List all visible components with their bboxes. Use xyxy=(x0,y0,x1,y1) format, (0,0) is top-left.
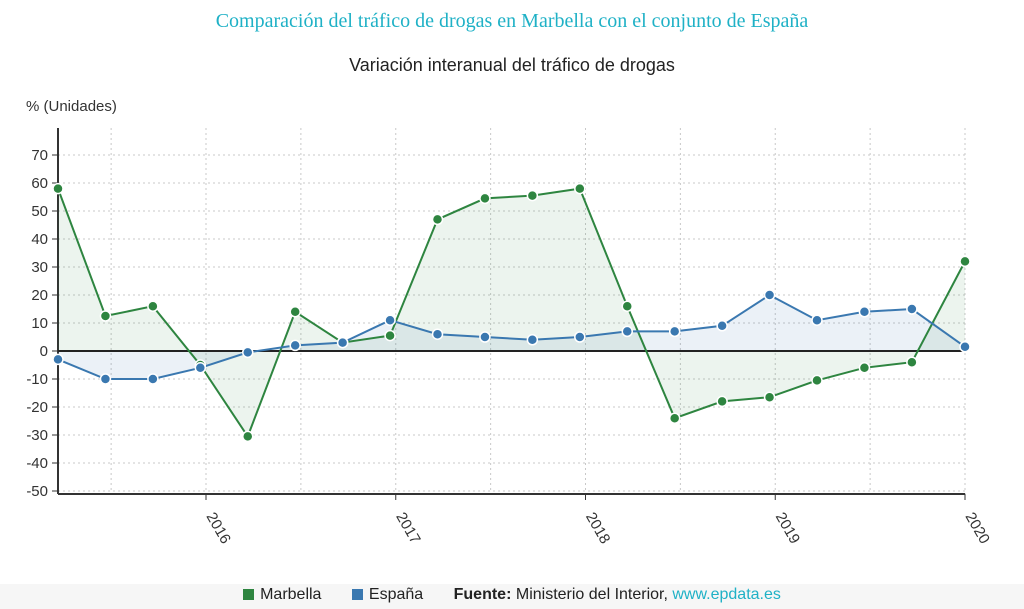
point-espana xyxy=(289,339,301,352)
line-espana xyxy=(57,293,966,380)
y-tick-label: -50 xyxy=(26,483,48,500)
point-espana xyxy=(811,314,823,326)
point-espana xyxy=(194,362,207,374)
y-tick-label: 0 xyxy=(40,343,48,360)
point-espana xyxy=(858,306,871,318)
x-tick-label: 2020 xyxy=(962,510,993,547)
point-marbella xyxy=(147,300,159,312)
point-espana xyxy=(959,341,971,353)
point-espana xyxy=(431,328,444,340)
point-espana xyxy=(241,346,254,359)
point-espana xyxy=(621,325,633,338)
point-marbella xyxy=(716,395,728,408)
legend-item-marbella[interactable]: Marbella xyxy=(243,584,321,605)
legend-swatch-espana xyxy=(351,589,363,600)
point-espana xyxy=(52,353,64,366)
y-axis-label: % (Unidades) xyxy=(26,98,117,115)
y-tick-label: 10 xyxy=(31,315,48,332)
chart-footer: Marbella España Fuente: Ministerio del I… xyxy=(0,584,1024,609)
source-label: Fuente: xyxy=(453,586,512,603)
y-tick-label: -20 xyxy=(26,399,48,416)
chart-title: Variación interanual del tráfico de drog… xyxy=(349,55,675,75)
point-marbella xyxy=(241,430,254,443)
point-marbella xyxy=(959,255,971,268)
legend-item-espana[interactable]: España xyxy=(351,584,424,605)
area-marbella xyxy=(58,188,965,437)
y-tick-label: 20 xyxy=(31,287,48,304)
legend-label-marbella: Marbella xyxy=(260,586,322,603)
point-marbella xyxy=(384,329,396,342)
point-marbella xyxy=(99,310,112,322)
y-tick-label: 40 xyxy=(31,231,48,248)
y-tick-label: -30 xyxy=(26,427,48,444)
x-tick-label: 2018 xyxy=(582,510,613,547)
legend-swatch-marbella xyxy=(243,589,255,600)
line-marbella xyxy=(57,187,966,439)
y-tick-label: -40 xyxy=(26,455,48,472)
y-tick-label: 60 xyxy=(31,175,48,192)
point-espana xyxy=(384,314,396,326)
point-espana xyxy=(147,373,159,385)
y-tick-label: 70 xyxy=(31,147,48,164)
point-espana xyxy=(99,373,112,385)
page-title: Comparación del tráfico de drogas en Mar… xyxy=(215,10,809,32)
point-marbella xyxy=(621,300,633,312)
point-espana xyxy=(763,289,776,301)
point-espana xyxy=(668,325,681,338)
point-marbella xyxy=(858,362,871,374)
point-marbella xyxy=(574,182,586,195)
legend-label-espana: España xyxy=(368,586,424,603)
point-marbella xyxy=(526,189,539,202)
point-espana xyxy=(906,303,918,315)
source-text: Ministerio del Interior, xyxy=(515,586,668,603)
point-espana xyxy=(526,334,539,346)
point-marbella xyxy=(289,306,301,318)
y-tick-label: 30 xyxy=(31,259,48,276)
source-note: Fuente: Ministerio del Interior, www.epd… xyxy=(454,586,781,603)
point-marbella xyxy=(52,182,64,195)
x-tick-label: 2019 xyxy=(772,510,803,547)
source-link[interactable]: www.epdata.es xyxy=(672,586,781,603)
point-marbella xyxy=(763,391,776,403)
y-tick-label: -10 xyxy=(26,371,48,388)
point-espana xyxy=(574,331,586,343)
point-espana xyxy=(336,336,349,349)
point-marbella xyxy=(479,192,491,205)
point-marbella xyxy=(811,374,823,387)
point-espana xyxy=(479,331,491,343)
chart: % (Unidades) 70 60 50 40 30 20 10 0 -10 -20 -30 -40 -… xyxy=(26,98,993,547)
point-marbella xyxy=(668,412,681,424)
point-marbella xyxy=(431,213,444,226)
y-tick-label: 50 xyxy=(31,203,48,220)
point-marbella xyxy=(906,356,918,368)
point-espana xyxy=(716,320,728,332)
x-tick-label: 2016 xyxy=(203,510,234,547)
x-tick-label: 2017 xyxy=(392,510,423,547)
